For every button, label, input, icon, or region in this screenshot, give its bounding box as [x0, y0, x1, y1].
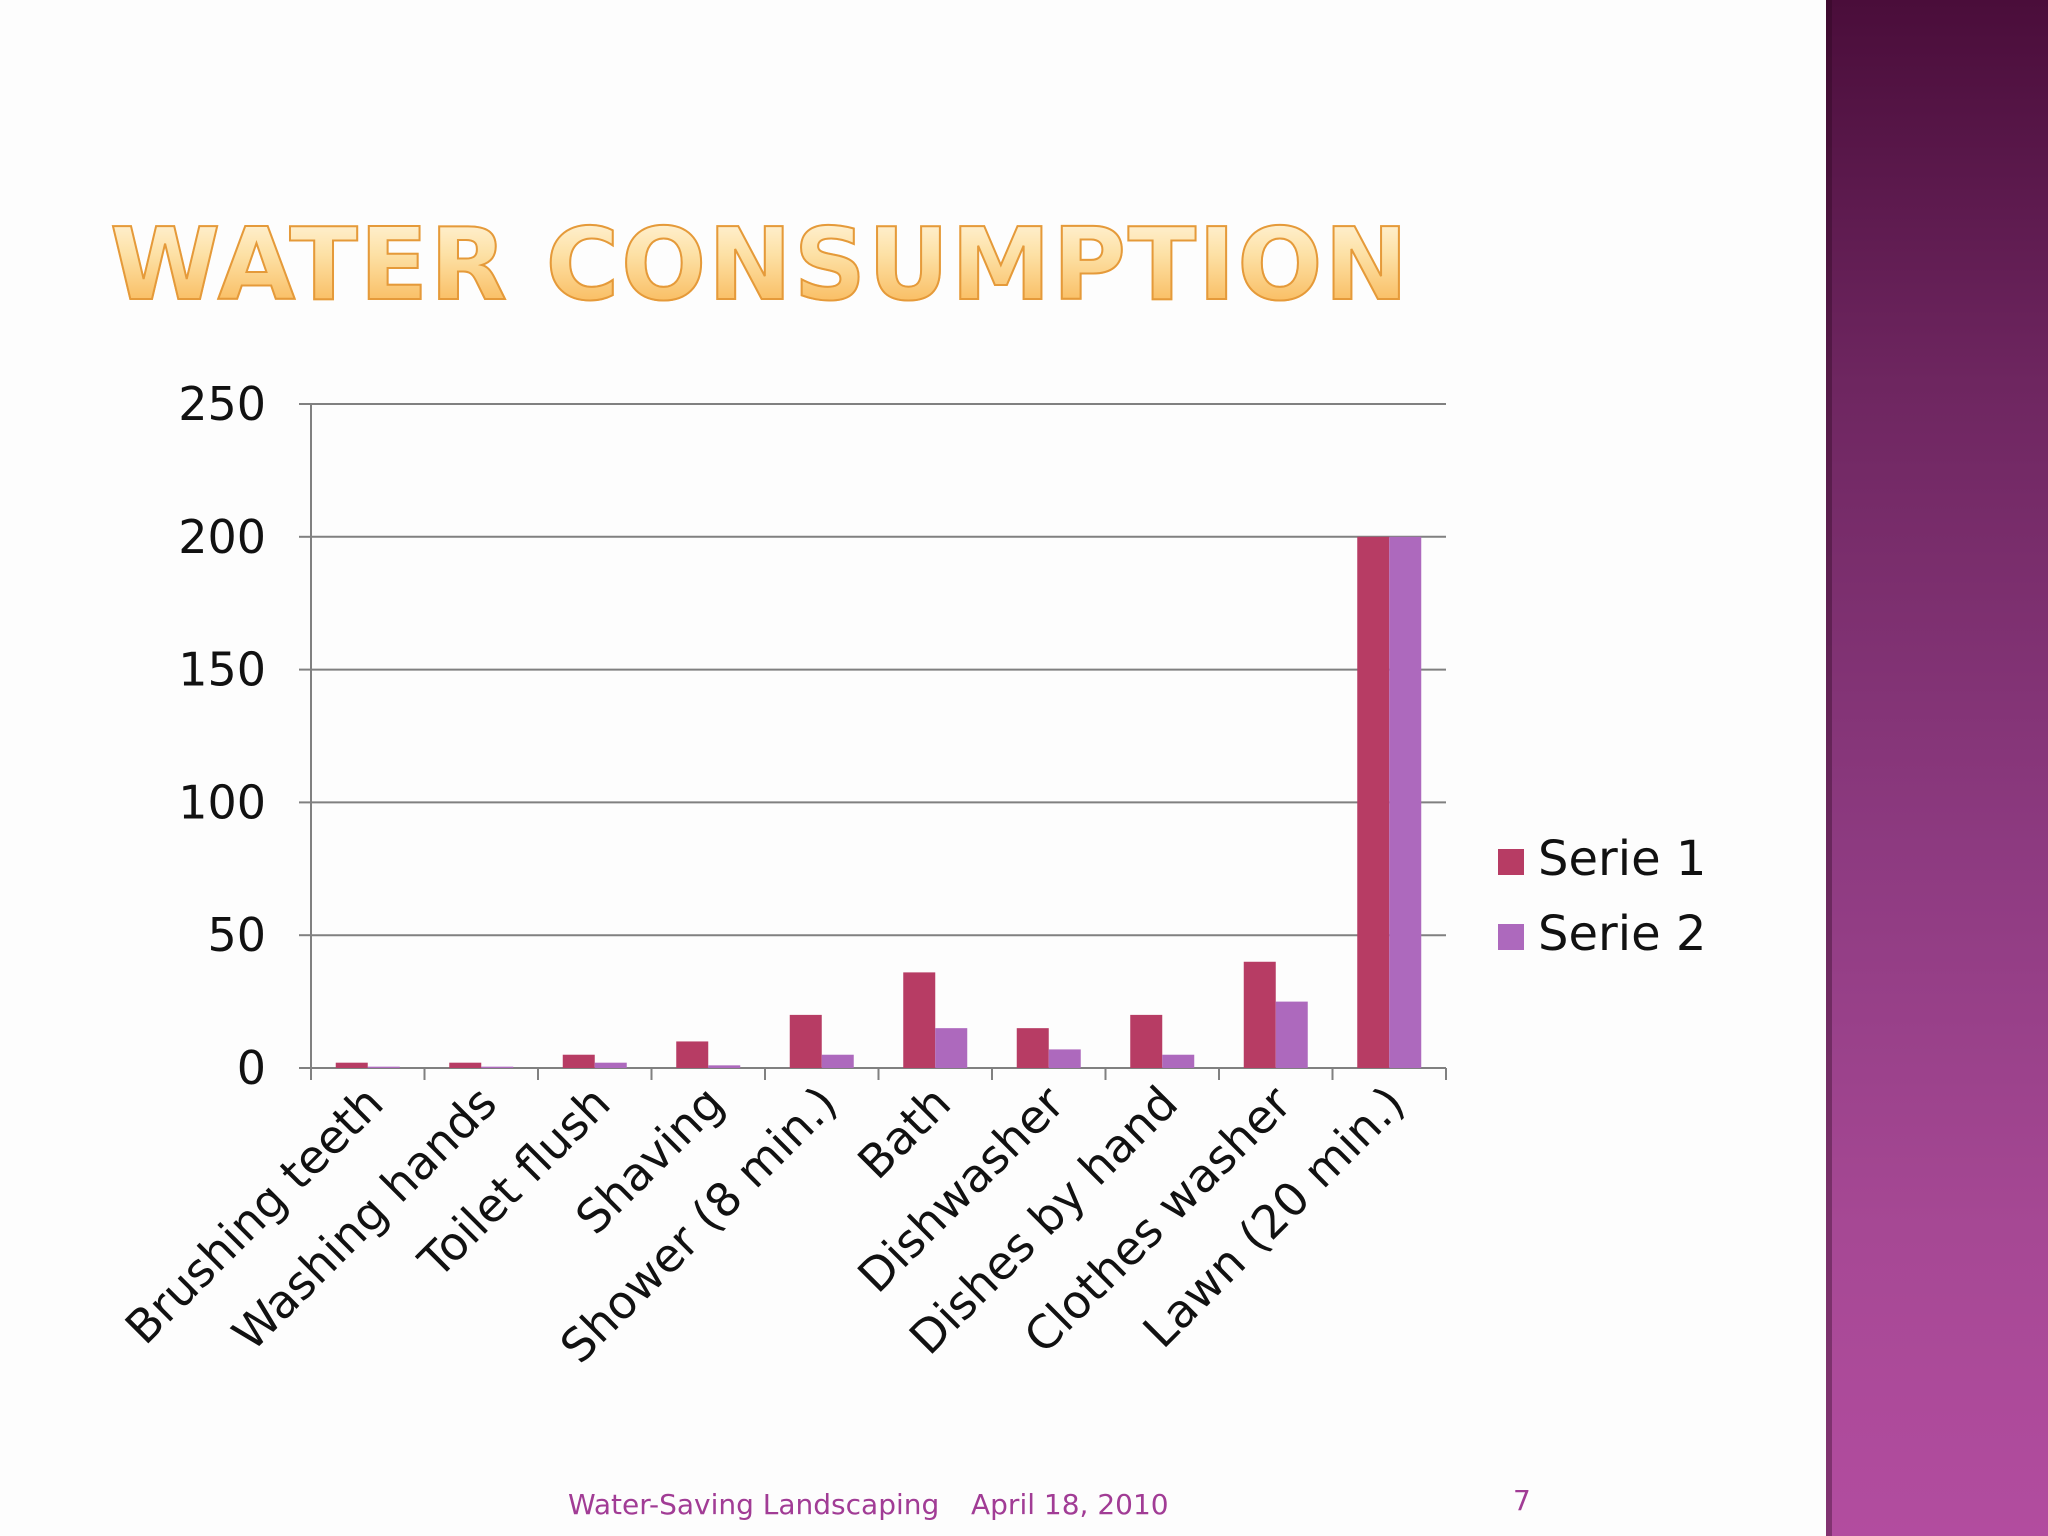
legend-swatch-2	[1498, 924, 1524, 950]
y-tick-label: 200	[178, 510, 266, 564]
bar-serie-2	[594, 1062, 627, 1068]
y-tick-label: 150	[178, 643, 266, 697]
bar-serie-2	[821, 1054, 854, 1068]
bar-serie-2	[1162, 1054, 1195, 1068]
bar-serie-1	[1130, 1014, 1163, 1068]
y-tick-label: 0	[237, 1041, 266, 1095]
slide-title: Water Consumption	[109, 206, 1411, 323]
footer-presentation-title: Water-Saving Landscaping	[568, 1488, 940, 1521]
y-tick-label: 250	[178, 377, 266, 431]
bar-serie-2	[481, 1066, 514, 1068]
bar-serie-2	[1275, 1001, 1308, 1068]
bar-serie-2	[367, 1066, 400, 1068]
footer-date: April 18, 2010	[971, 1488, 1169, 1521]
legend-swatch-1	[1498, 849, 1524, 875]
slide-area	[0, 0, 1826, 1536]
bar-serie-2	[1389, 536, 1422, 1068]
y-tick-label: 50	[207, 908, 266, 962]
bar-serie-1	[789, 1014, 822, 1068]
bar-serie-1	[676, 1041, 709, 1068]
decorative-side-bar	[1826, 0, 2048, 1536]
bar-serie-2	[708, 1065, 741, 1068]
bar-serie-2	[1048, 1049, 1081, 1068]
slide-number: 7	[1513, 1484, 1531, 1517]
bar-serie-1	[1357, 536, 1390, 1068]
bar-serie-1	[1016, 1028, 1049, 1068]
bar-serie-1	[1243, 961, 1276, 1068]
bar-serie-1	[335, 1062, 368, 1068]
bar-serie-1	[903, 972, 936, 1068]
legend-label-1: Serie 1	[1538, 831, 1706, 887]
bar-serie-1	[562, 1054, 595, 1068]
legend-label-2: Serie 2	[1538, 906, 1706, 962]
bar-serie-2	[935, 1028, 968, 1068]
y-tick-label: 100	[178, 775, 266, 829]
bar-serie-1	[449, 1062, 482, 1068]
